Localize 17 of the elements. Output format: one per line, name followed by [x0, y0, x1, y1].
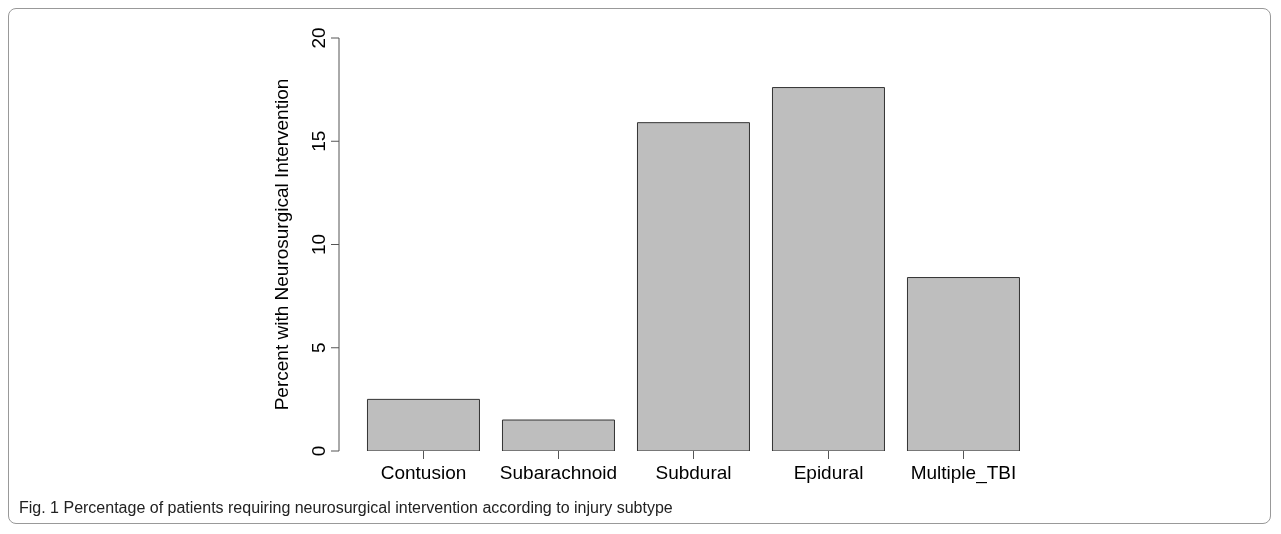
bar: [771, 87, 885, 451]
x-tick-label: Subdural: [655, 462, 732, 483]
bar: [906, 277, 1020, 451]
bar: [366, 398, 480, 451]
x-tick-label: Epidural: [793, 462, 864, 483]
y-tick-label: 20: [308, 27, 329, 49]
y-tick-label: 5: [308, 342, 329, 354]
x-tick-label: Contusion: [380, 462, 467, 483]
caption: Fig. 1 Percentage of patients requiring neurosurgical intervention according to injury subtype: [19, 499, 673, 517]
bar: [636, 122, 750, 451]
y-tick-label: 15: [308, 130, 329, 152]
bar: [501, 419, 615, 451]
y-tick-label: 10: [308, 233, 329, 256]
x-tick-label: Multiple_TBI: [910, 462, 1017, 484]
y-axis-title: Percent with Neurosurgical Intervention: [270, 78, 292, 411]
x-tick-label: Subarachnoid: [499, 462, 618, 483]
y-tick-label: 0: [308, 445, 329, 457]
